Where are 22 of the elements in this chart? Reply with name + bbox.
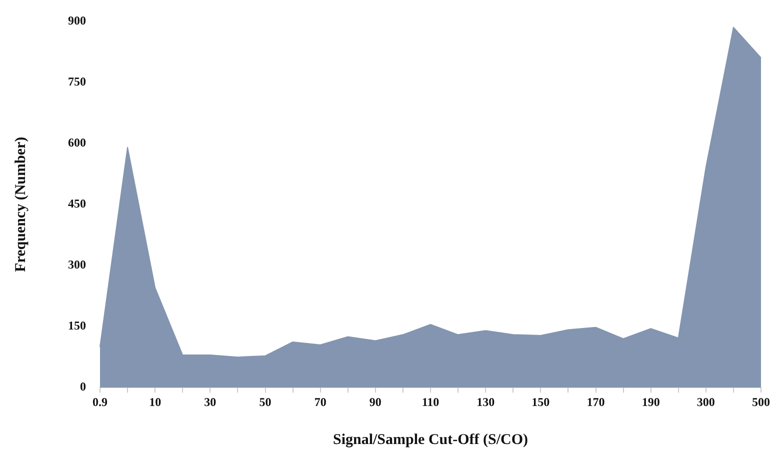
x-tick-label: 500 bbox=[752, 394, 770, 409]
x-tick-label: 70 bbox=[314, 394, 326, 409]
x-tick-label: 130 bbox=[476, 394, 495, 409]
y-tick-label: 600 bbox=[68, 135, 86, 150]
x-tick-label: 50 bbox=[259, 394, 272, 409]
y-tick-label: 900 bbox=[68, 13, 86, 28]
x-tick-label: 300 bbox=[696, 394, 715, 409]
x-tick-label: 0.9 bbox=[92, 394, 108, 409]
y-tick-label: 450 bbox=[68, 196, 86, 210]
y-tick-label: 750 bbox=[68, 74, 86, 88]
y-tick-label: 0 bbox=[80, 380, 86, 394]
x-tick-label: 90 bbox=[369, 394, 382, 409]
x-tick-label: 150 bbox=[532, 394, 550, 409]
x-tick-label: 110 bbox=[422, 394, 440, 409]
y-tick-label: 150 bbox=[68, 318, 86, 333]
y-axis-title: Frequency (Number) bbox=[12, 136, 29, 272]
x-tick-label: 190 bbox=[642, 394, 660, 409]
x-tick-label: 10 bbox=[149, 394, 162, 409]
x-axis-title: Signal/Sample Cut-Off (S/CO) bbox=[332, 432, 528, 448]
x-tick-label: 30 bbox=[204, 394, 216, 409]
x-tick-label: 170 bbox=[586, 394, 605, 409]
y-tick-label: 300 bbox=[68, 258, 86, 272]
